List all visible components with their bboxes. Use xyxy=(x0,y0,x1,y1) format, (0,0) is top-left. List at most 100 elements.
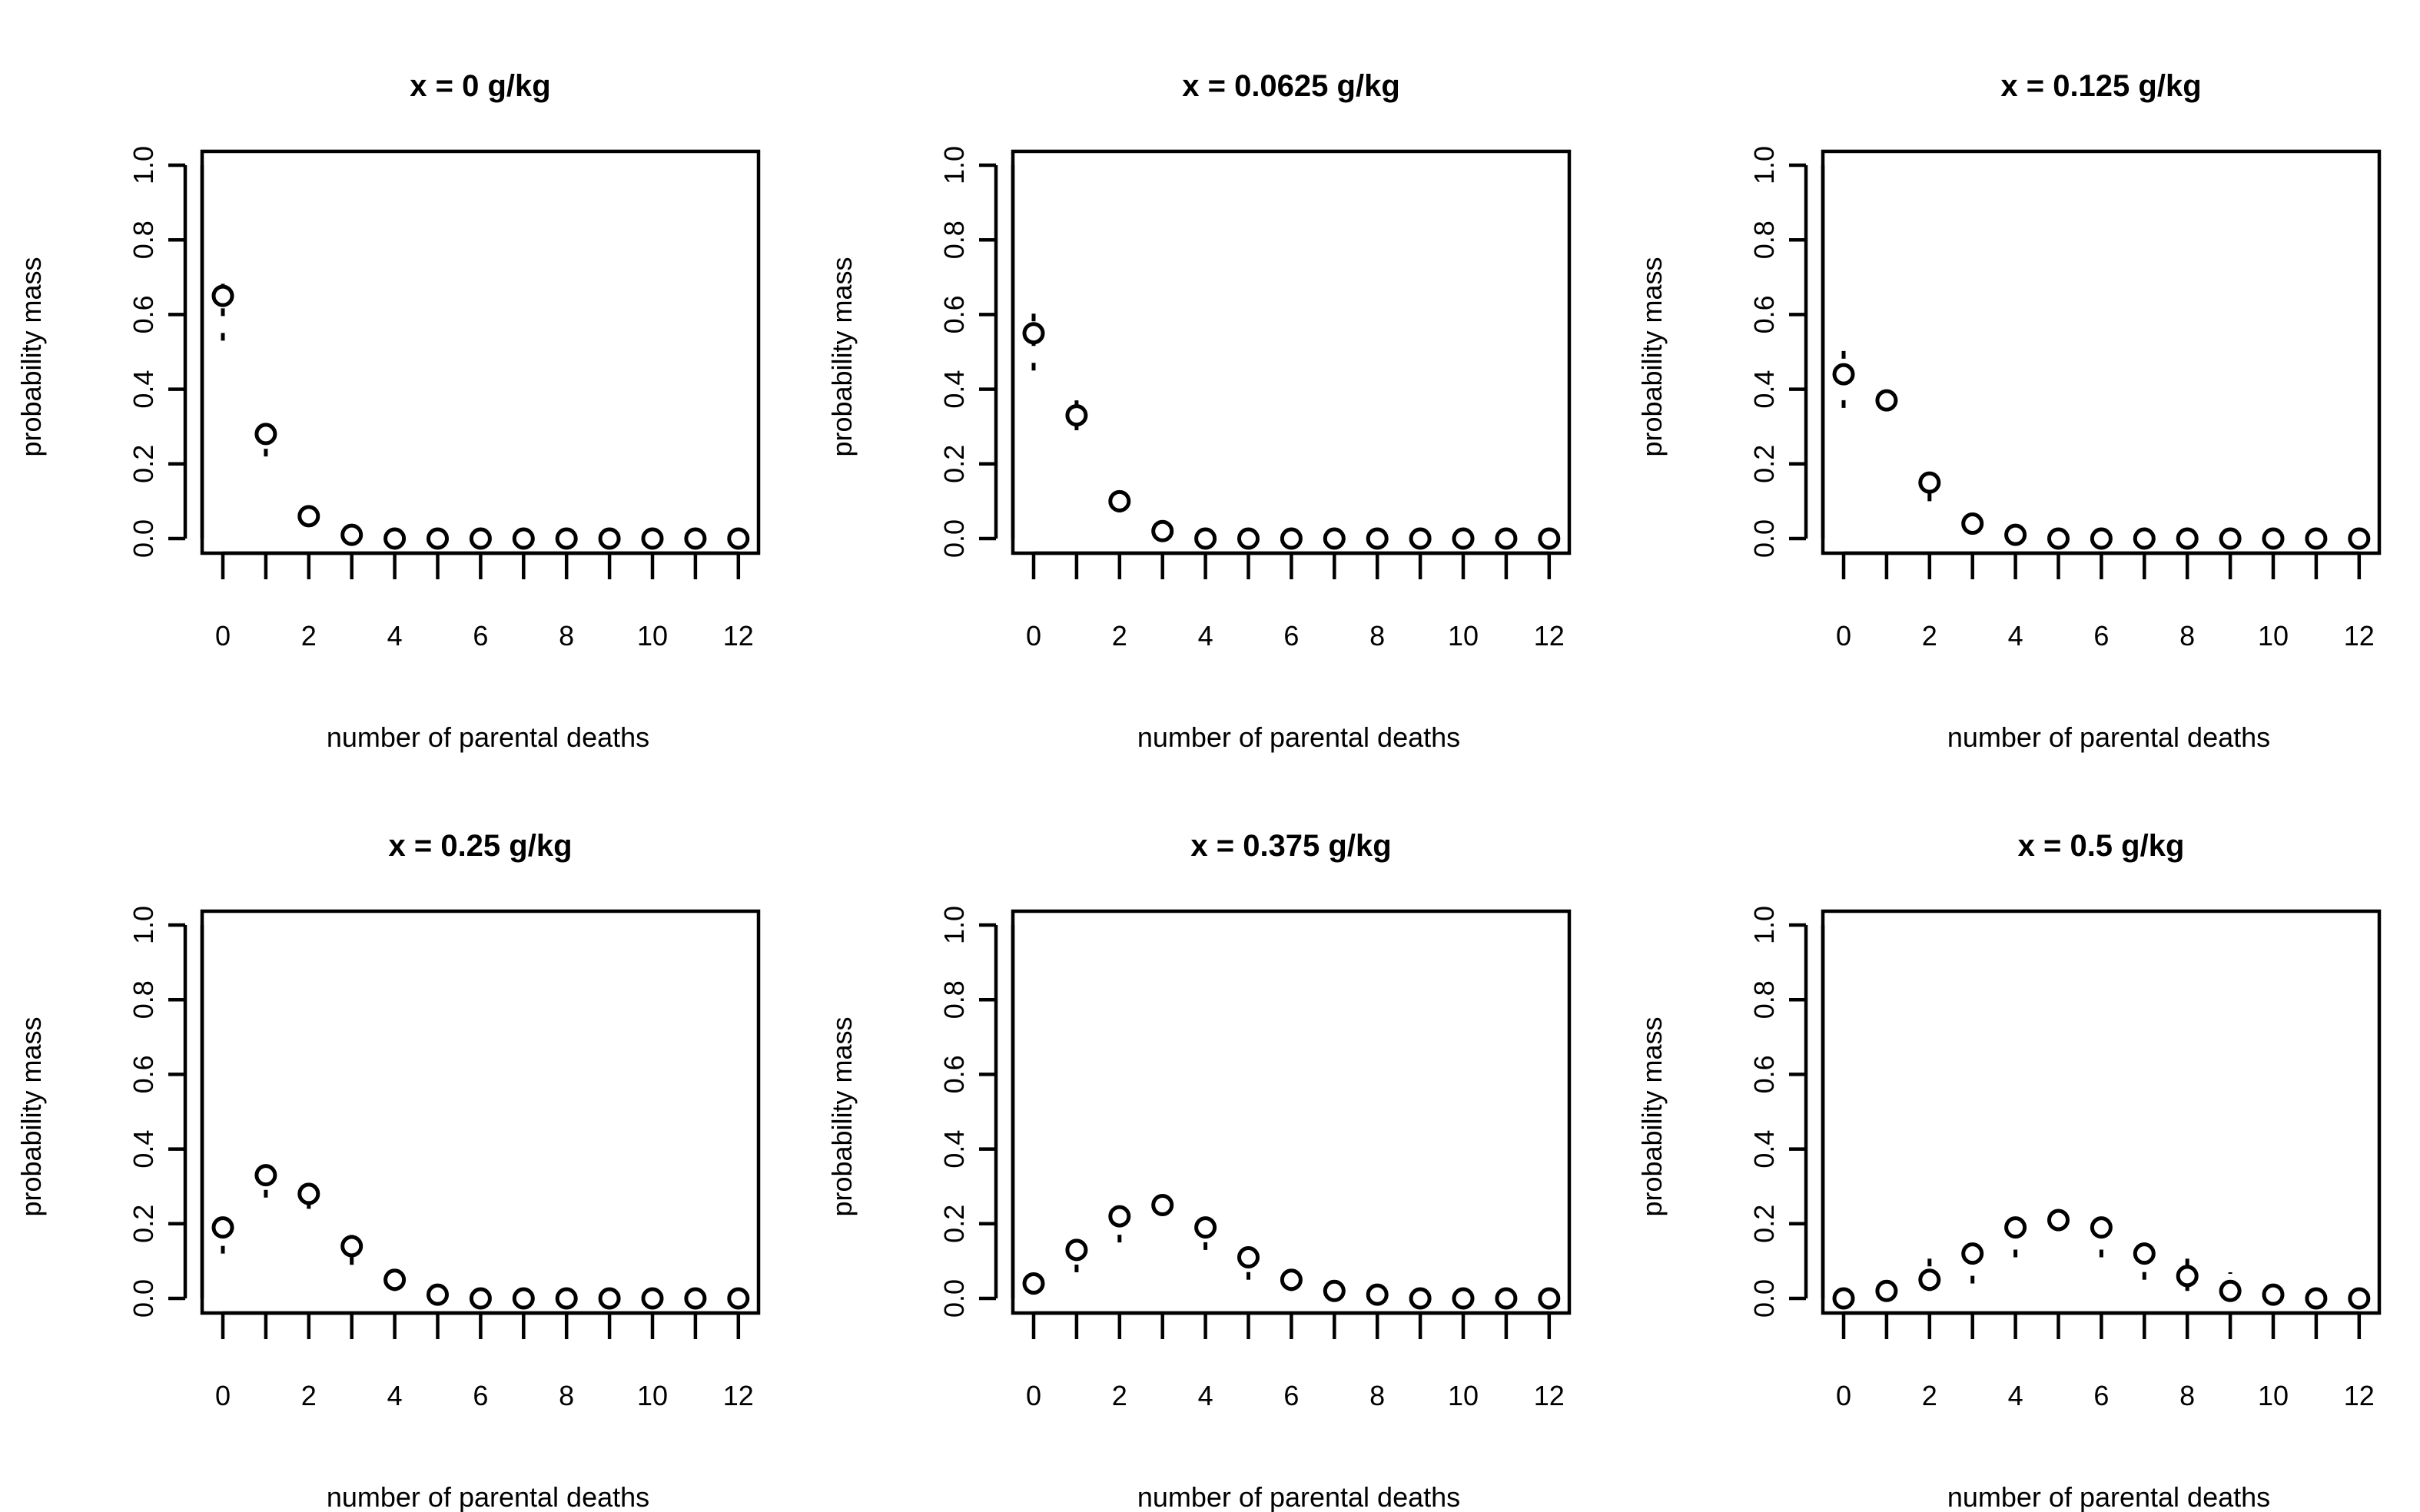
data-point xyxy=(1366,527,1389,550)
x-tick-label: 10 xyxy=(637,1380,668,1411)
x-tick-label: 4 xyxy=(1198,620,1213,652)
x-tick-label: 8 xyxy=(2179,1380,2195,1411)
data-point xyxy=(2348,527,2371,550)
x-tick-label: 0 xyxy=(215,620,231,652)
data-point xyxy=(1918,471,1941,494)
data-point xyxy=(427,1283,449,1306)
x-tick-label: 6 xyxy=(2093,1380,2109,1411)
y-tick-label: 1.0 xyxy=(938,146,970,184)
data-point xyxy=(1065,1238,1088,1262)
data-point xyxy=(297,505,320,528)
x-axis-title: number of parental deaths xyxy=(327,1481,649,1512)
data-point xyxy=(2047,527,2070,550)
data-point xyxy=(1961,512,1984,536)
y-tick-label: 0.6 xyxy=(1748,1055,1780,1093)
data-point xyxy=(1194,527,1217,550)
data-point xyxy=(1237,527,1260,550)
plot-frame xyxy=(200,909,761,1315)
data-point xyxy=(2262,527,2285,550)
data-point xyxy=(1108,489,1131,512)
y-tick-label: 0.2 xyxy=(1748,445,1780,483)
data-point xyxy=(383,527,407,550)
data-point xyxy=(1875,389,1898,412)
y-axis-title: probability mass xyxy=(1636,257,1668,456)
x-tick-label: 10 xyxy=(1448,1380,1479,1411)
data-point xyxy=(1237,1246,1260,1269)
x-tick-label: 4 xyxy=(1198,1380,1213,1411)
x-tick-label: 6 xyxy=(473,620,488,652)
panel-title: x = 0.5 g/kg xyxy=(2018,829,2185,863)
x-tick-label: 6 xyxy=(1283,620,1299,652)
data-point xyxy=(1151,519,1174,542)
panel-title: x = 0.0625 g/kg xyxy=(1182,69,1400,103)
x-tick-label: 0 xyxy=(1836,1380,1851,1411)
data-point xyxy=(2176,1265,2199,1288)
x-tick-label: 4 xyxy=(387,1380,403,1411)
x-tick-label: 0 xyxy=(1026,620,1041,652)
panel-6: x = 0.5 g/kg 0.0 0.2 0.4 0.6 0.8 1.0 probabilit… xyxy=(1636,829,2382,1512)
data-point xyxy=(1832,1287,1855,1310)
x-tick-label: 10 xyxy=(2258,620,2289,652)
x-tick-label: 0 xyxy=(1836,620,1851,652)
data-point xyxy=(1323,1279,1346,1302)
panel-1: x = 0 g/kg 0.0 0.2 0.4 0.6 0.8 1.0 probability … xyxy=(15,69,761,753)
x-tick-label: 6 xyxy=(1283,1380,1299,1411)
data-point xyxy=(684,1287,707,1310)
x-axis-title: number of parental deaths xyxy=(1947,721,2270,753)
y-tick-label: 0.6 xyxy=(128,1055,159,1093)
x-tick-label: 4 xyxy=(387,620,403,652)
data-point xyxy=(1918,1268,1941,1292)
data-point xyxy=(1022,322,1045,345)
data-point xyxy=(1280,527,1303,550)
data-point xyxy=(1022,1272,1045,1295)
y-tick-label: 0.4 xyxy=(1748,370,1780,409)
data-point xyxy=(727,527,750,550)
panel-5: x = 0.375 g/kg 0.0 0.2 0.4 0.6 0.8 1.0 probabil… xyxy=(826,829,1572,1512)
x-tick-label: 12 xyxy=(1534,620,1565,652)
data-point xyxy=(2176,527,2199,550)
data-point xyxy=(211,284,234,307)
data-point xyxy=(1323,527,1346,550)
y-tick-label: 0.8 xyxy=(938,220,970,259)
data-point xyxy=(1366,1283,1389,1306)
x-tick-label: 8 xyxy=(1369,1380,1385,1411)
data-point xyxy=(1409,1287,1432,1310)
y-tick-label: 0.6 xyxy=(938,295,970,333)
y-tick-label: 0.2 xyxy=(938,1205,970,1243)
data-point xyxy=(512,1287,535,1310)
x-axis-title: number of parental deaths xyxy=(1137,1481,1460,1512)
y-tick-label: 0.4 xyxy=(128,370,159,409)
data-point xyxy=(1280,1268,1303,1292)
x-tick-label: 0 xyxy=(215,1380,231,1411)
y-tick-label: 0.2 xyxy=(1748,1205,1780,1243)
x-tick-label: 2 xyxy=(1112,1380,1127,1411)
data-point xyxy=(2004,523,2027,546)
data-point xyxy=(1194,1216,1217,1239)
x-tick-label: 4 xyxy=(2008,1380,2023,1411)
plot-frame xyxy=(1011,909,1572,1315)
data-point xyxy=(1495,527,1518,550)
y-tick-label: 1.0 xyxy=(1748,906,1780,944)
y-axis-title: probability mass xyxy=(15,257,47,456)
data-point xyxy=(383,1268,407,1292)
y-tick-label: 0.8 xyxy=(128,220,159,259)
data-point xyxy=(211,1216,234,1239)
data-point xyxy=(254,423,277,446)
data-point xyxy=(340,523,363,546)
data-point xyxy=(1409,527,1432,550)
panel-title: x = 0 g/kg xyxy=(410,69,550,103)
data-point xyxy=(1151,1194,1174,1216)
data-point xyxy=(2090,527,2113,550)
data-point xyxy=(684,527,707,550)
data-point xyxy=(1538,527,1561,550)
x-tick-label: 2 xyxy=(1922,1380,1937,1411)
y-tick-label: 0.0 xyxy=(938,1279,970,1318)
y-axis-title: probability mass xyxy=(1636,1016,1668,1216)
data-point xyxy=(2219,527,2242,550)
x-tick-label: 10 xyxy=(637,620,668,652)
y-tick-label: 0.0 xyxy=(128,519,159,558)
y-tick-label: 0.0 xyxy=(938,519,970,558)
y-tick-label: 0.8 xyxy=(128,980,159,1019)
y-tick-label: 0.8 xyxy=(1748,980,1780,1019)
